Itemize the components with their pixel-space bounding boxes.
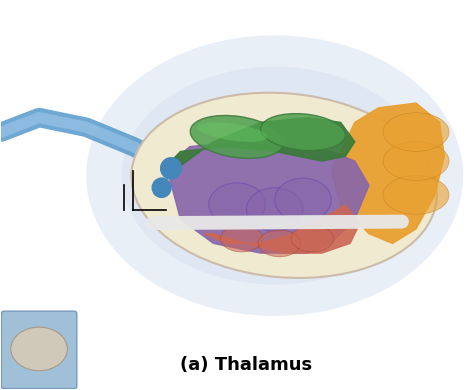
- Circle shape: [152, 178, 171, 197]
- Ellipse shape: [86, 35, 463, 316]
- Ellipse shape: [121, 67, 428, 285]
- Circle shape: [161, 158, 182, 179]
- Ellipse shape: [383, 113, 449, 151]
- Ellipse shape: [220, 225, 263, 252]
- Ellipse shape: [291, 225, 334, 252]
- Ellipse shape: [383, 176, 449, 214]
- Ellipse shape: [209, 183, 265, 227]
- Ellipse shape: [190, 115, 284, 158]
- Ellipse shape: [11, 327, 67, 371]
- Ellipse shape: [197, 122, 267, 142]
- Text: (a) Thalamus: (a) Thalamus: [181, 356, 312, 374]
- Ellipse shape: [131, 93, 437, 278]
- Polygon shape: [331, 103, 444, 243]
- Polygon shape: [204, 205, 359, 253]
- Ellipse shape: [383, 142, 449, 181]
- Polygon shape: [166, 142, 369, 253]
- FancyBboxPatch shape: [1, 311, 77, 388]
- Ellipse shape: [275, 178, 331, 222]
- Polygon shape: [166, 117, 355, 166]
- Ellipse shape: [258, 230, 301, 257]
- Ellipse shape: [246, 188, 303, 231]
- Ellipse shape: [261, 113, 345, 151]
